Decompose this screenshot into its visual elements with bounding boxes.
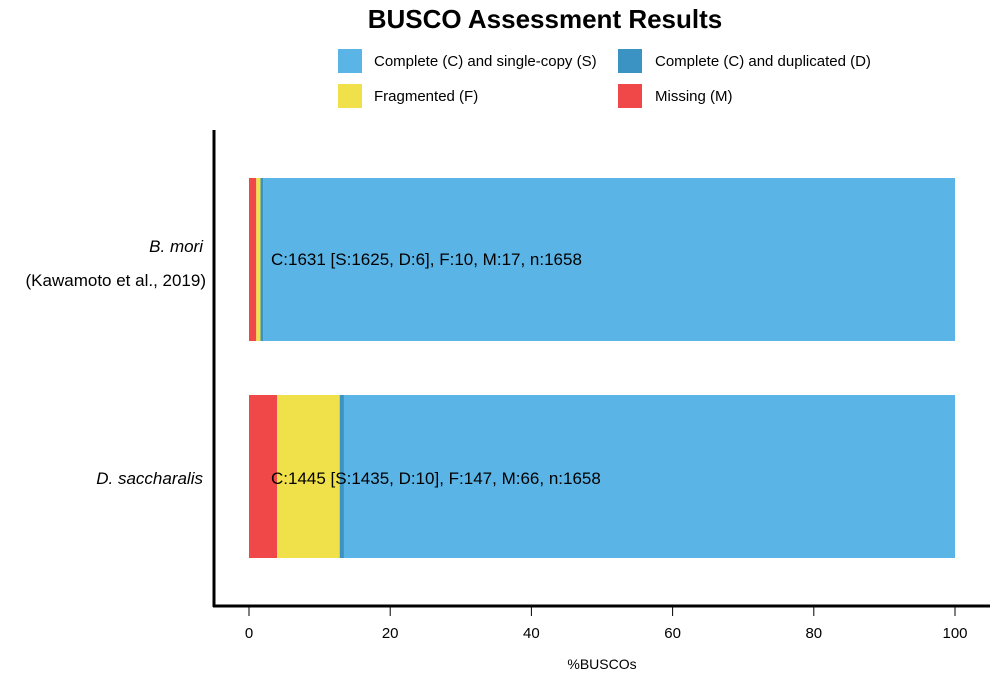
- x-tick-label: 40: [523, 625, 540, 642]
- y-label-b-mori-citation: (Kawamoto et al., 2019): [26, 271, 206, 290]
- bar-segment-f-row-2: [277, 395, 340, 558]
- chart-title: BUSCO Assessment Results: [367, 4, 723, 34]
- x-axis-label: %BUSCOs: [567, 656, 636, 672]
- y-category-labels: B. mori (Kawamoto et al., 2019) D. sacch…: [26, 237, 206, 488]
- legend-swatch-duplicated: [618, 49, 642, 73]
- y-label-b-mori: B. mori: [149, 237, 204, 256]
- bar-segment-m-row-1: [249, 178, 257, 341]
- x-tick-label: 80: [805, 625, 822, 642]
- bar-label-d-saccharalis: C:1445 [S:1435, D:10], F:147, M:66, n:16…: [271, 469, 601, 488]
- legend-label-missing: Missing (M): [655, 88, 733, 105]
- x-tick-label: 60: [664, 625, 681, 642]
- y-label-d-saccharalis: D. saccharalis: [96, 469, 203, 488]
- x-tick-label: 0: [245, 625, 253, 642]
- x-tick-label: 100: [942, 625, 967, 642]
- bar-segment-d-row-1: [260, 178, 264, 341]
- bar-segment-d-row-2: [339, 395, 344, 558]
- legend-swatch-single-copy: [338, 49, 362, 73]
- x-ticks-layer: 0 20 40 60 80 100: [245, 607, 968, 642]
- x-tick-label: 20: [382, 625, 399, 642]
- legend-label-single-copy: Complete (C) and single-copy (S): [374, 53, 597, 70]
- bar-segment-f-row-1: [256, 178, 261, 341]
- legend-label-fragmented: Fragmented (F): [374, 88, 479, 105]
- bars-layer: [249, 178, 955, 558]
- bar-label-b-mori: C:1631 [S:1625, D:6], F:10, M:17, n:1658: [271, 250, 582, 269]
- bar-segment-m-row-2: [249, 395, 278, 558]
- legend-label-duplicated: Complete (C) and duplicated (D): [655, 53, 871, 70]
- legend-swatch-missing: [618, 84, 642, 108]
- bar-segment-s-row-2: [343, 395, 955, 558]
- bar-data-labels: C:1631 [S:1625, D:6], F:10, M:17, n:1658…: [271, 250, 601, 488]
- bar-segment-s-row-1: [263, 178, 955, 341]
- legend-swatch-fragmented: [338, 84, 362, 108]
